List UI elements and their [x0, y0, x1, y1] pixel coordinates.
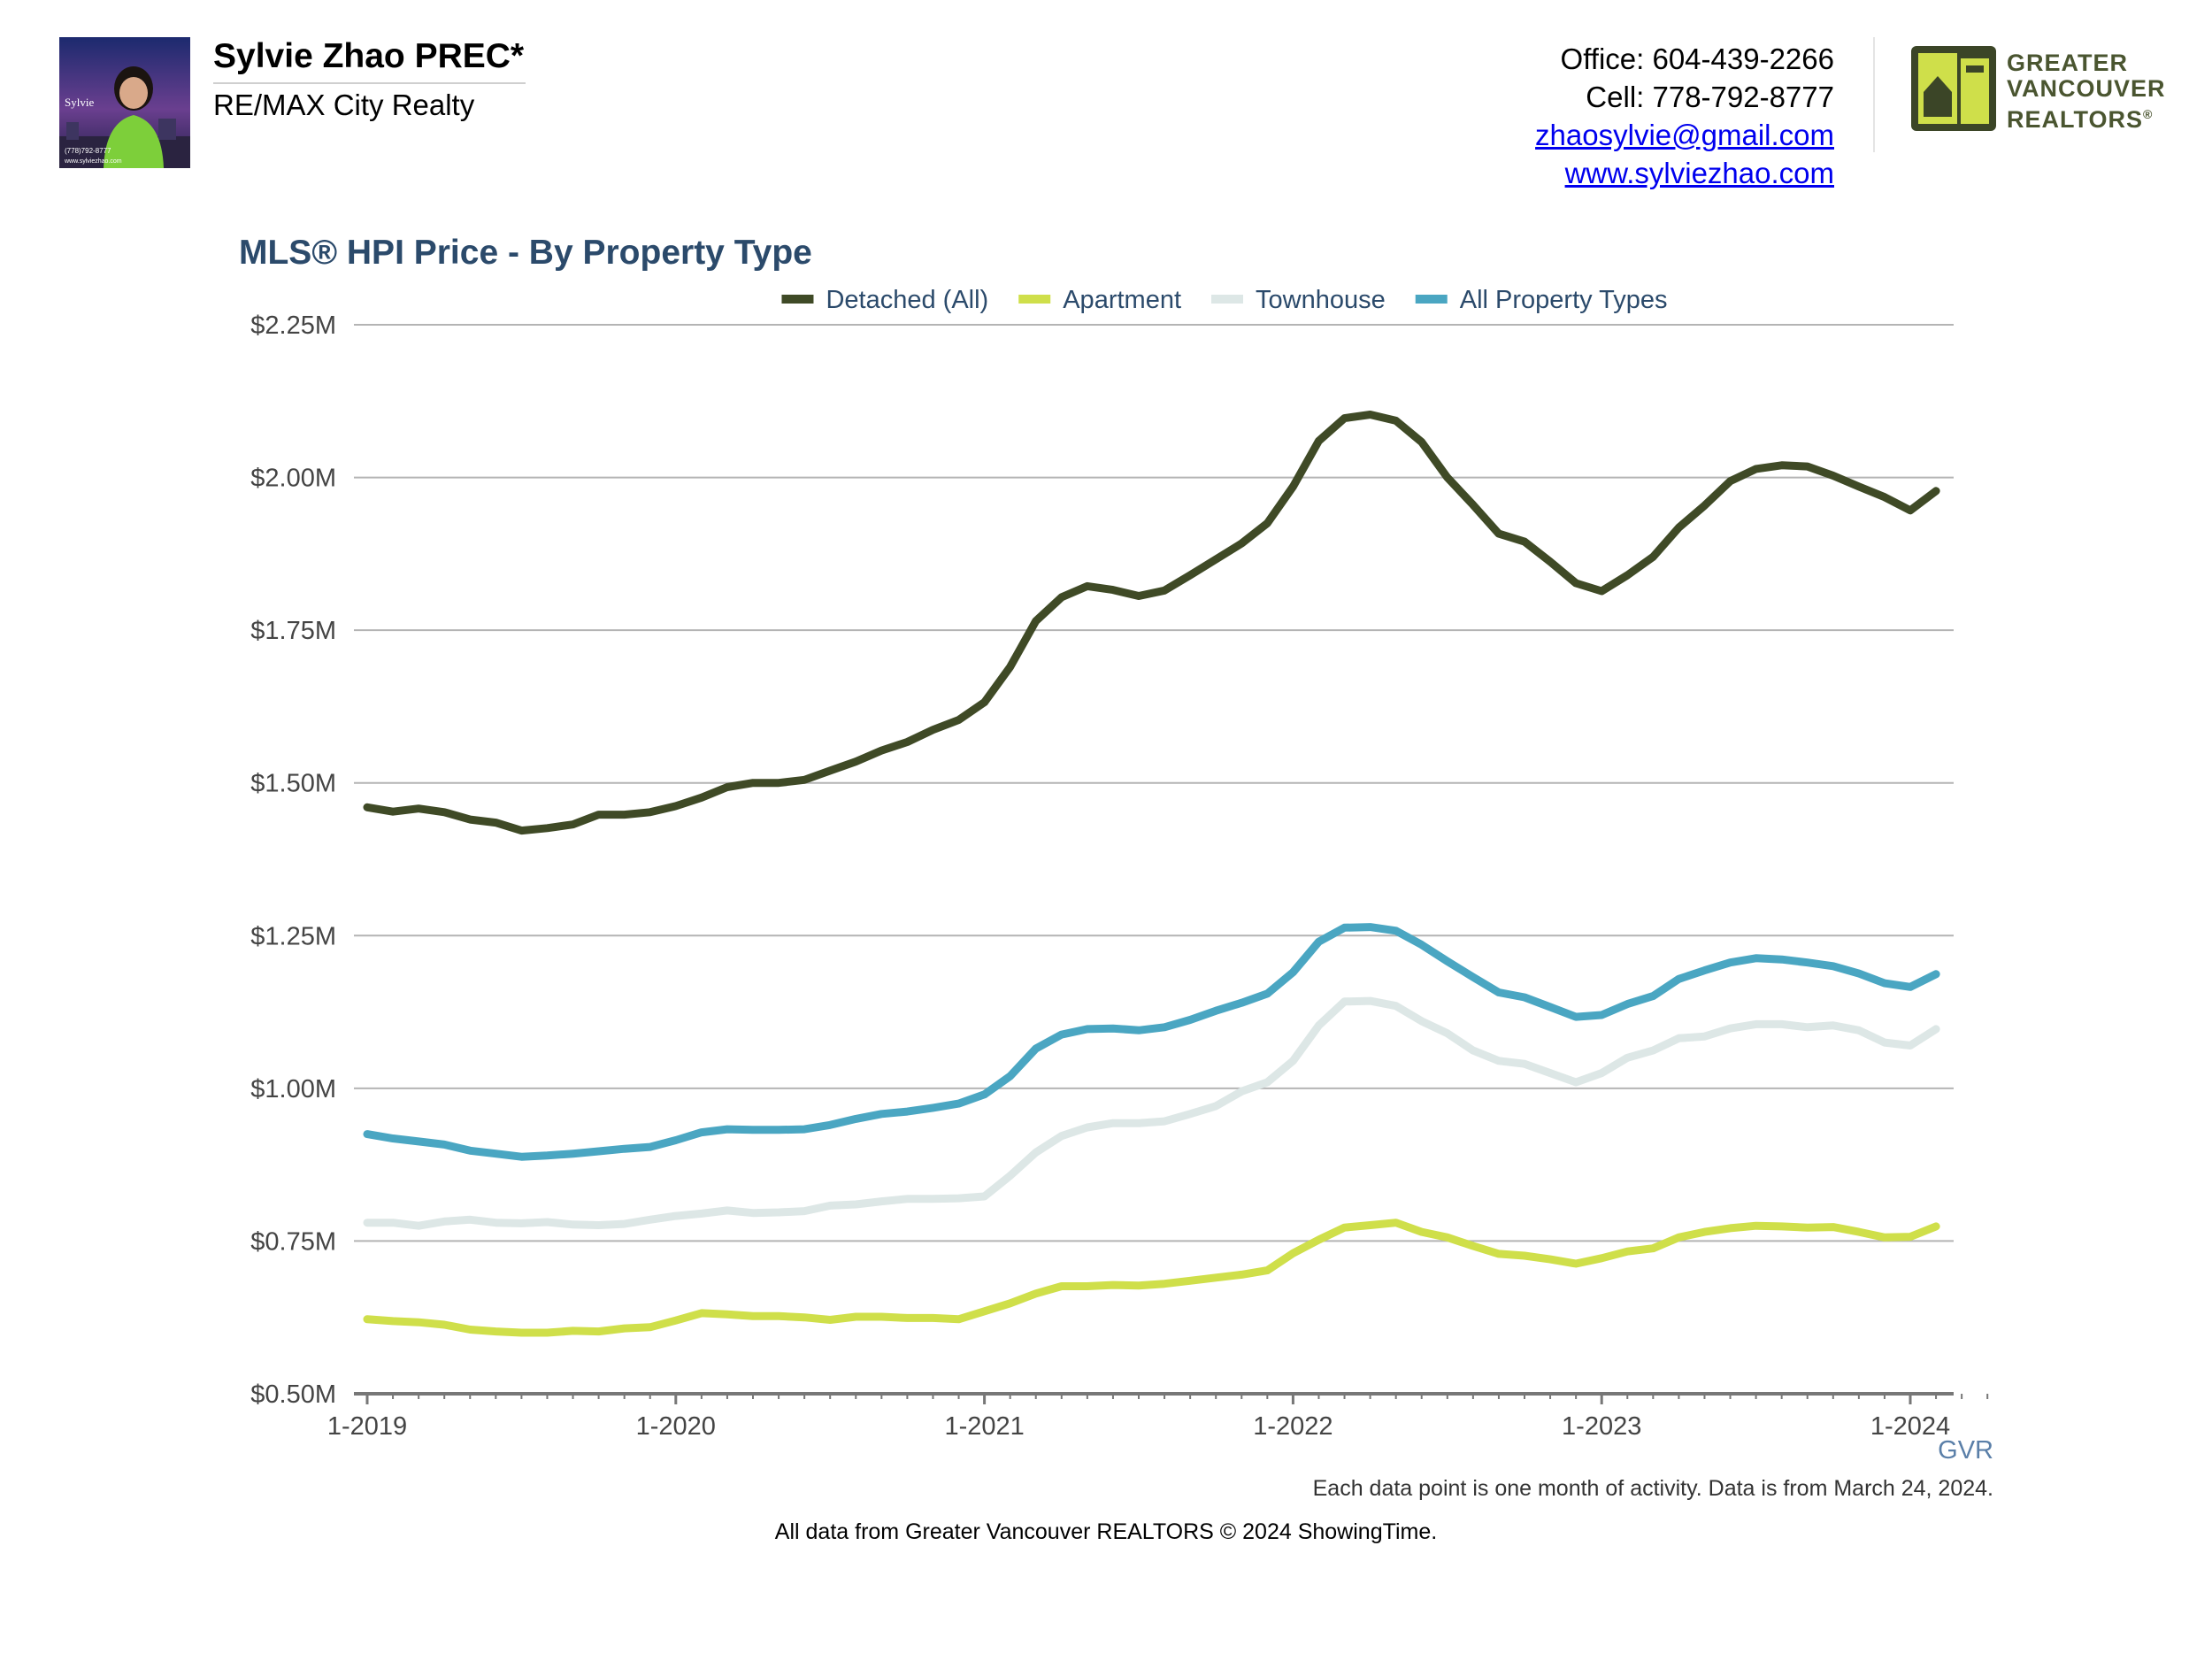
website-link[interactable]: www.sylviezhao.com — [1564, 157, 1834, 189]
legend-label: Apartment — [1063, 286, 1181, 314]
y-axis-labels: $0.50M $0.75M $1.00M $1.25M $1.50M $1.75M $2.0… — [250, 311, 336, 1409]
name-divider — [213, 82, 526, 84]
office-phone: Office: 604-439-2266 — [1560, 42, 1834, 75]
chart-series — [363, 411, 1940, 1337]
legend-label: Detached (All) — [826, 286, 988, 314]
x-tick-label: 1-2019 — [327, 1412, 407, 1441]
series-line-townhouse — [363, 996, 1940, 1230]
logo-registered-mark: ® — [2143, 107, 2154, 121]
agent-name: Sylvie Zhao PREC* — [213, 37, 525, 75]
x-tick-label: 1-2024 — [1870, 1412, 1950, 1441]
email-link[interactable]: zhaosylvie@gmail.com — [1535, 119, 1834, 151]
chart-title: MLS® HPI Price - By Property Type — [239, 234, 812, 272]
cell-phone: Cell: 778-792-8777 — [1586, 81, 1834, 113]
legend-swatch-all — [1415, 295, 1448, 304]
y-tick-label: $1.50M — [250, 770, 336, 798]
logo-line-1: GREATER — [2007, 50, 2129, 76]
header-divider — [1873, 37, 1875, 152]
agent-company: RE/MAX City Realty — [213, 88, 475, 121]
y-tick-label: $1.75M — [250, 617, 336, 645]
series-line-detached — [363, 411, 1940, 835]
contact-block: Office: 604-439-2266 Cell: 778-792-8777 … — [1535, 40, 1834, 192]
gvr-logo-text: GREATER VANCOUVER REALTORS® — [2007, 50, 2166, 133]
legend-swatch-townhouse — [1211, 295, 1244, 304]
y-tick-label: $1.00M — [250, 1075, 336, 1103]
chart-grid — [354, 324, 1954, 1242]
x-tick-label: 1-2020 — [636, 1412, 716, 1441]
agent-photo: Sylvie (778)792-8777 www.sylviezhao.com — [59, 37, 190, 168]
x-axis: 1-2019 1-2020 1-2021 1-2022 1-2023 1-2024 — [327, 1392, 1989, 1441]
y-tick-label: $0.75M — [250, 1227, 336, 1256]
legend-swatch-apartment — [1018, 295, 1051, 304]
series-line-apartment — [363, 1219, 1940, 1337]
logo-line-2: VANCOUVER — [2007, 75, 2166, 102]
source-label: GVR — [1938, 1436, 1993, 1465]
legend-label: Townhouse — [1256, 286, 1386, 314]
y-tick-label: $2.25M — [250, 311, 336, 340]
legend-swatch-detached — [781, 295, 814, 304]
y-tick-label: $0.50M — [250, 1380, 336, 1409]
logo-line-3: REALTORS — [2007, 106, 2144, 133]
y-tick-label: $2.00M — [250, 465, 336, 493]
legend-label: All Property Types — [1460, 286, 1668, 314]
series-line-all — [363, 923, 1940, 1161]
chart-legend: Detached (All) Apartment Townhouse All Prop… — [781, 286, 1668, 314]
chart-note: Each data point is one month of activity… — [1313, 1476, 1993, 1501]
x-tick-label: 1-2022 — [1253, 1412, 1333, 1441]
gvr-logo-icon — [1911, 46, 1996, 135]
footer-credit: All data from Greater Vancouver REALTORS… — [774, 1519, 1438, 1544]
photo-caption-name: Sylvie — [65, 96, 94, 109]
x-tick-label: 1-2023 — [1562, 1412, 1641, 1441]
y-tick-label: $1.25M — [250, 922, 336, 950]
photo-caption-phone: (778)792-8777 — [65, 147, 111, 155]
photo-caption-site: www.sylviezhao.com — [64, 158, 122, 165]
x-tick-label: 1-2021 — [944, 1412, 1024, 1441]
